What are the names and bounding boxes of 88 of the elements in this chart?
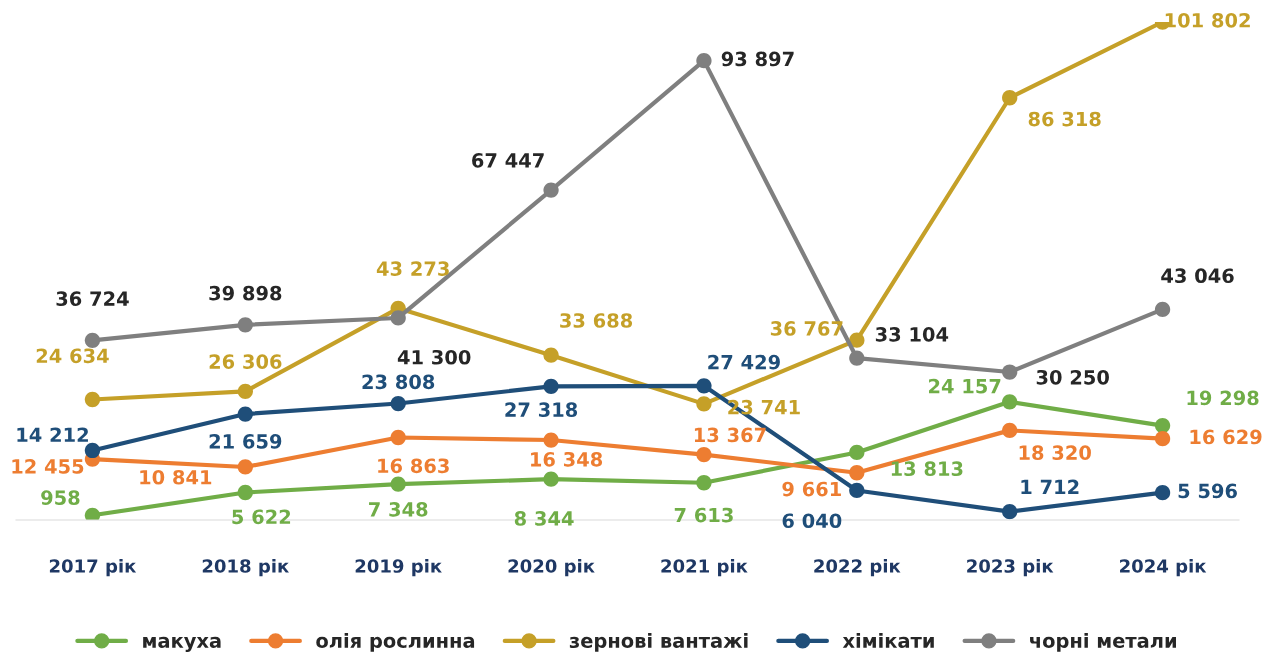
point <box>696 475 712 491</box>
point <box>237 484 253 501</box>
data-label: 7 348 <box>369 501 428 517</box>
data-label: 41 300 <box>397 349 471 365</box>
point <box>849 465 865 481</box>
point <box>1154 417 1171 434</box>
point <box>390 395 406 412</box>
point <box>84 332 101 348</box>
data-label: 39 898 <box>209 285 282 301</box>
data-label: 12 455 <box>12 459 84 474</box>
data-label: 67 447 <box>472 153 544 168</box>
point <box>543 471 559 487</box>
data-label: 13 367 <box>694 427 766 443</box>
point <box>390 476 406 492</box>
data-label: 16 348 <box>531 451 603 467</box>
point <box>696 378 712 394</box>
point <box>849 444 865 461</box>
data-label: 16 863 <box>378 458 449 474</box>
legend-label: зернові вантажі <box>569 632 748 652</box>
data-label: 27 429 <box>708 354 780 370</box>
data-label: 86 318 <box>1028 111 1101 127</box>
point <box>1002 503 1018 520</box>
point <box>1002 364 1018 380</box>
data-label: 19 298 <box>1187 390 1259 406</box>
data-label: 5 622 <box>232 509 291 525</box>
x-tick-label: 2017 рік <box>49 558 137 577</box>
legend-label: макуха <box>143 636 221 652</box>
data-label: 958 <box>41 490 80 505</box>
data-label: 93 897 <box>721 51 794 67</box>
point <box>543 182 559 198</box>
x-tick-label: 2020 рік <box>508 558 595 577</box>
point <box>237 383 253 399</box>
data-label: 1 712 <box>1021 479 1079 494</box>
x-tick-label: 2018 рік <box>202 558 289 577</box>
data-label: 18 320 <box>1019 445 1091 461</box>
data-label: 23 808 <box>362 374 435 390</box>
point <box>237 317 253 333</box>
x-tick-label: 2022 рік <box>814 558 901 577</box>
data-label: 6 040 <box>782 513 842 529</box>
x-tick-label: 2019 рік <box>355 558 442 577</box>
data-label: 7 613 <box>674 507 733 523</box>
point <box>696 446 712 463</box>
data-label: 24 634 <box>36 348 109 364</box>
point <box>1154 484 1171 501</box>
x-tick-label: 2023 рік <box>967 558 1054 577</box>
data-label: 27 318 <box>505 402 578 418</box>
point <box>84 507 101 520</box>
data-label: 36 724 <box>56 291 129 306</box>
point <box>84 391 101 408</box>
point <box>390 310 406 326</box>
data-label: 16 629 <box>1190 429 1262 445</box>
data-label: 33 104 <box>875 326 949 342</box>
point <box>849 350 865 366</box>
legend-label: хімікати <box>842 632 934 648</box>
data-label: 13 813 <box>891 461 963 477</box>
point <box>1154 301 1171 318</box>
data-label: 43 046 <box>1161 268 1234 284</box>
data-label: 10 841 <box>140 469 212 485</box>
data-label: 26 306 <box>209 354 282 369</box>
point <box>1002 422 1018 439</box>
point <box>84 442 101 459</box>
point <box>543 347 559 363</box>
data-label: 24 157 <box>929 378 1001 394</box>
point <box>543 432 559 448</box>
point <box>237 406 253 422</box>
data-label: 9 661 <box>782 481 841 497</box>
point <box>543 378 559 394</box>
point <box>849 332 865 348</box>
legend-label: олія рослинна <box>316 632 475 652</box>
data-label: 5 596 <box>1178 483 1237 499</box>
point <box>849 482 865 499</box>
point <box>696 396 712 412</box>
x-tick-label: 2021 рік <box>661 558 748 577</box>
point <box>1154 431 1171 447</box>
data-label: 21 659 <box>209 433 282 449</box>
point <box>237 459 253 475</box>
data-label: 43 273 <box>376 261 449 276</box>
legend-label: чорні метали <box>1030 632 1176 652</box>
point <box>390 429 406 446</box>
data-label: 8 344 <box>514 511 574 526</box>
data-label: 101 802 <box>1165 12 1250 28</box>
data-label: 14 212 <box>17 427 88 442</box>
data-label: 33 688 <box>560 313 633 328</box>
x-tick-label: 2024 рік <box>1120 558 1207 577</box>
point <box>1002 394 1018 410</box>
data-label: 30 250 <box>1036 369 1109 385</box>
point <box>1002 90 1018 106</box>
point <box>696 53 712 69</box>
